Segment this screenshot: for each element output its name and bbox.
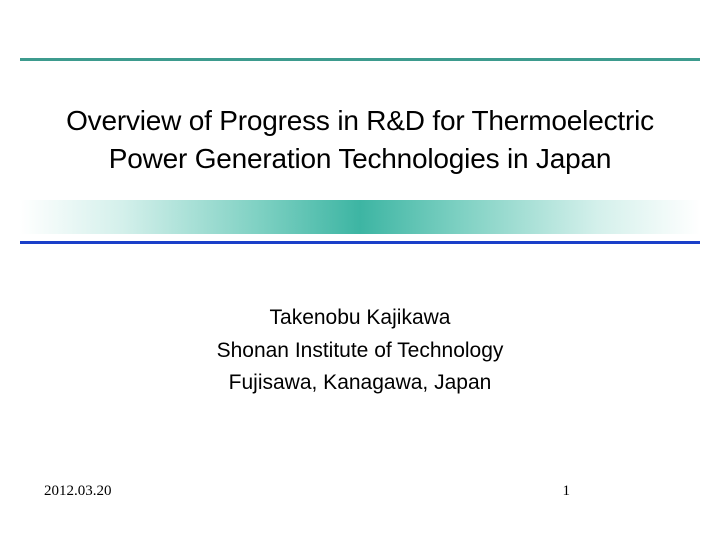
title-block: Overview of Progress in R&D for Thermoel…: [0, 102, 720, 178]
gradient-accent-bar: [20, 200, 700, 234]
footer-page-number: 1: [563, 483, 571, 500]
author-location: Fujisawa, Kanagawa, Japan: [0, 367, 720, 400]
author-name: Takenobu Kajikawa: [0, 302, 720, 335]
title-line-1: Overview of Progress in R&D for Thermoel…: [18, 102, 702, 140]
top-divider: [20, 58, 700, 61]
footer-date: 2012.03.20: [44, 483, 112, 500]
title-line-2: Power Generation Technologies in Japan: [18, 140, 702, 178]
author-block: Takenobu Kajikawa Shonan Institute of Te…: [0, 302, 720, 400]
mid-divider: [20, 241, 700, 244]
author-affiliation: Shonan Institute of Technology: [0, 335, 720, 368]
